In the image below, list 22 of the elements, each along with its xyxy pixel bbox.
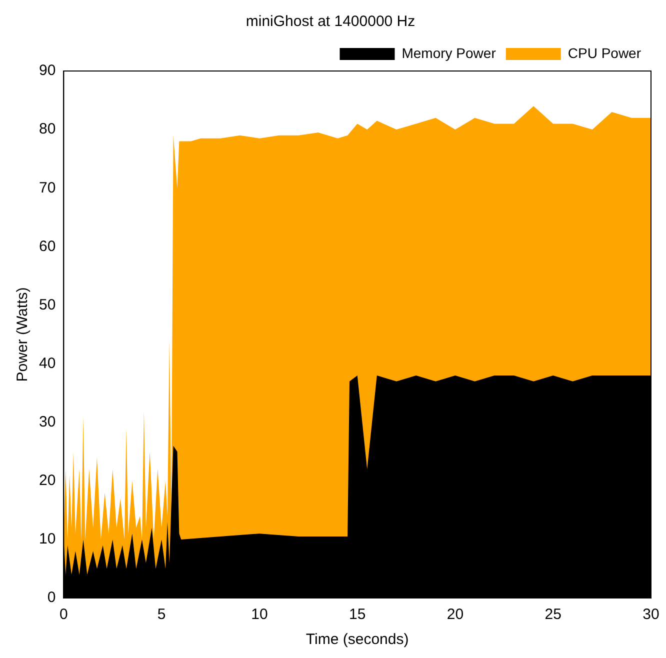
x-tick-label: 10 [251, 606, 268, 624]
y-tick-label: 10 [38, 530, 56, 548]
y-tick-label: 90 [38, 62, 56, 80]
x-tick-label: 20 [446, 606, 464, 624]
chart-title: miniGhost at 1400000 Hz [246, 13, 416, 30]
legend-label: CPU Power [568, 44, 642, 61]
y-tick-label: 40 [38, 354, 56, 372]
y-tick-label: 30 [38, 413, 56, 430]
x-tick-label: 25 [544, 606, 562, 624]
x-axis-title: Time (seconds) [306, 631, 409, 648]
legend-label: Memory Power [402, 44, 496, 61]
y-tick-label: 80 [38, 120, 56, 138]
y-tick-label: 50 [38, 296, 56, 314]
y-tick-label: 60 [38, 238, 56, 255]
x-tick-label: 5 [157, 606, 166, 624]
x-tick-label: 15 [349, 606, 366, 624]
y-tick-label: 0 [47, 589, 56, 606]
x-tick-label: 30 [642, 606, 660, 624]
y-tick-label: 70 [38, 179, 56, 196]
y-tick-label: 20 [38, 472, 56, 490]
x-tick-label: 0 [60, 606, 68, 624]
y-axis-title: Power (Watts) [14, 287, 32, 382]
